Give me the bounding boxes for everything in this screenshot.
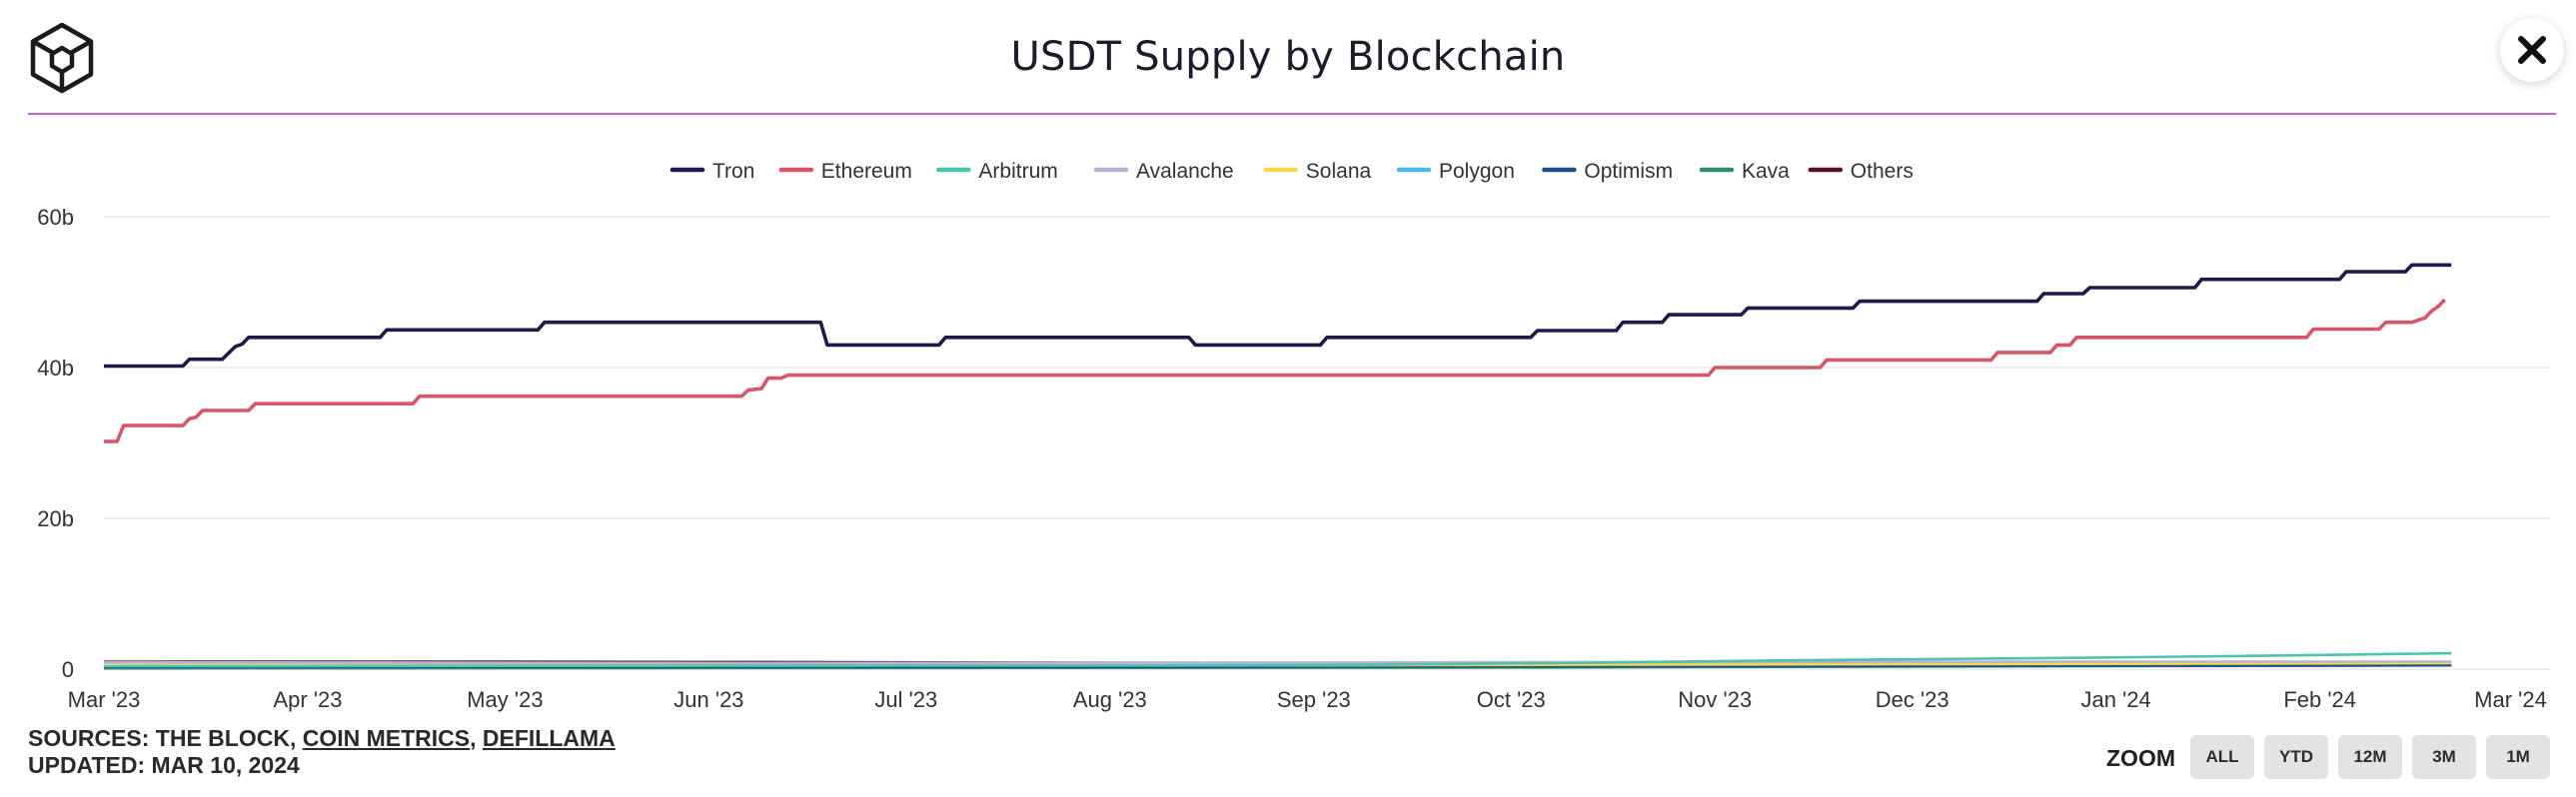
series-line-arbitrum [103, 651, 2452, 668]
sources-prefix: SOURCES: THE BLOCK, [28, 725, 303, 751]
x-tick-label: Mar '24 [2474, 687, 2547, 712]
sources-line: SOURCES: THE BLOCK, COIN METRICS, DEFILL… [28, 725, 616, 752]
header-divider [28, 113, 2556, 115]
sources-separator: , [470, 725, 483, 751]
x-tick-label: Feb '24 [2283, 687, 2356, 712]
zoom-12m-button[interactable]: 12M [2338, 735, 2402, 779]
y-tick-label: 20b [37, 506, 74, 531]
chart-title: USDT Supply by Blockchain [1010, 34, 1566, 80]
x-tick-label: May '23 [467, 687, 543, 712]
x-tick-label: Jan '24 [2081, 687, 2151, 712]
y-tick-label: 60b [37, 205, 74, 230]
chart-sources: SOURCES: THE BLOCK, COIN METRICS, DEFILL… [28, 725, 616, 779]
legend-item-solana: Solana [1306, 160, 1372, 183]
x-tick-label: Apr '23 [273, 687, 342, 712]
legend-item-polygon: Polygon [1439, 160, 1515, 183]
usdt-supply-chart: 0 20b 40b 60b Mar '23 Apr '23 May '23 Jun '23 Ju… [37, 160, 2550, 712]
legend-item-arbitrum: Arbitrum [978, 160, 1057, 183]
y-tick-label: 40b [37, 356, 74, 381]
close-button[interactable] [2500, 18, 2564, 82]
zoom-ytd-button[interactable]: YTD [2264, 735, 2328, 779]
y-tick-label: 0 [62, 657, 74, 682]
legend-item-kava: Kava [1742, 160, 1790, 183]
legend-item-optimism: Optimism [1584, 160, 1673, 183]
x-tick-label: Jul '23 [874, 687, 937, 712]
x-tick-label: Sep '23 [1277, 687, 1351, 712]
x-tick-label: Oct '23 [1477, 687, 1546, 712]
zoom-3m-button[interactable]: 3M [2412, 735, 2476, 779]
coin-metrics-link[interactable]: COIN METRICS [302, 725, 471, 751]
x-tick-label: Jun '23 [673, 687, 743, 712]
updated-date: UPDATED: MAR 10, 2024 [28, 752, 300, 778]
x-tick-label: Mar '23 [68, 687, 141, 712]
legend-item-others: Others [1851, 160, 1914, 183]
zoom-all-button[interactable]: ALL [2190, 735, 2254, 779]
legend-item-tron: Tron [712, 160, 754, 183]
defillama-link[interactable]: DEFILLAMA [482, 725, 616, 751]
close-icon [2518, 36, 2546, 64]
legend-item-ethereum: Ethereum [821, 160, 912, 183]
zoom-1m-button[interactable]: 1M [2486, 735, 2550, 779]
chart-header: USDT Supply by Blockchain [0, 0, 2576, 116]
x-tick-label: Aug '23 [1073, 687, 1147, 712]
series-line-avalanche [103, 660, 2452, 665]
x-tick-label: Dec '23 [1876, 687, 1949, 712]
the-block-logo-icon [30, 22, 94, 94]
legend-item-avalanche: Avalanche [1136, 160, 1234, 183]
series-line-ethereum [104, 298, 2446, 443]
series-line-tron [104, 263, 2452, 369]
x-tick-label: Nov '23 [1678, 687, 1752, 712]
zoom-label: ZOOM [2106, 745, 2175, 771]
